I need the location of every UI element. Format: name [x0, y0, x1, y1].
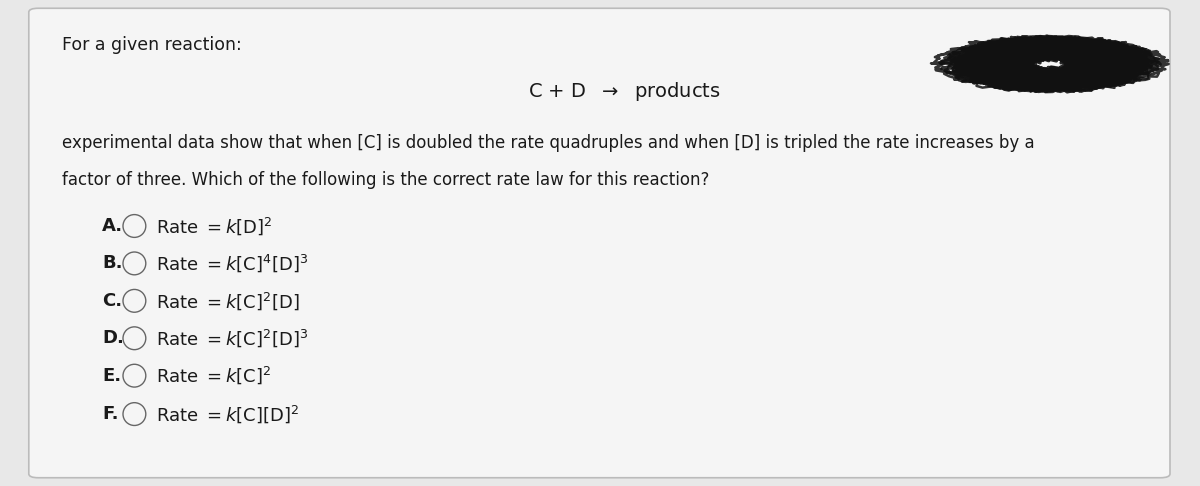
Text: F.: F. [102, 405, 119, 423]
Text: Rate $= k[\mathrm{D}]^2$: Rate $= k[\mathrm{D}]^2$ [156, 215, 272, 237]
Text: E.: E. [102, 366, 121, 385]
Text: factor of three. Which of the following is the correct rate law for this reactio: factor of three. Which of the following … [62, 171, 709, 189]
Text: experimental data show that when [C] is doubled the rate quadruples and when [D]: experimental data show that when [C] is … [62, 134, 1036, 152]
FancyBboxPatch shape [29, 8, 1170, 478]
Text: Rate $= k[\mathrm{C}]^2$: Rate $= k[\mathrm{C}]^2$ [156, 365, 271, 386]
Text: D.: D. [102, 329, 124, 347]
Text: B.: B. [102, 254, 122, 273]
Text: Rate $= k[\mathrm{C}]^2[\mathrm{D}]$: Rate $= k[\mathrm{C}]^2[\mathrm{D}]$ [156, 290, 300, 312]
Text: For a given reaction:: For a given reaction: [62, 36, 242, 54]
Text: Rate $= k[\mathrm{C}]^2[\mathrm{D}]^3$: Rate $= k[\mathrm{C}]^2[\mathrm{D}]^3$ [156, 328, 308, 349]
Text: C + D  $\rightarrow$  products: C + D $\rightarrow$ products [528, 80, 721, 103]
Text: C.: C. [102, 292, 122, 310]
Text: A.: A. [102, 217, 124, 235]
Text: Rate $= k[\mathrm{C}][\mathrm{D}]^2$: Rate $= k[\mathrm{C}][\mathrm{D}]^2$ [156, 403, 299, 425]
Text: Rate $= k[\mathrm{C}]^4[\mathrm{D}]^3$: Rate $= k[\mathrm{C}]^4[\mathrm{D}]^3$ [156, 253, 308, 274]
